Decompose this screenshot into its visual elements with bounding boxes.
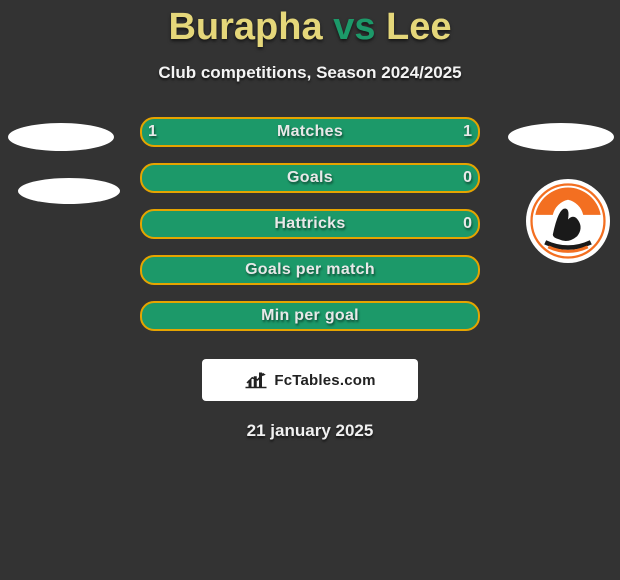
player2-name: Lee (386, 6, 451, 48)
brand-text: FcTables.com (274, 372, 375, 389)
stat-label: Hattricks (274, 215, 345, 233)
stat-bar: Hattricks (140, 209, 480, 239)
stat-label: Matches (277, 123, 343, 141)
stat-bar: Min per goal (140, 301, 480, 331)
stat-bar: Goals (140, 163, 480, 193)
stat-row: Matches 1 1 (0, 117, 620, 163)
brand-card[interactable]: FcTables.com (202, 359, 418, 401)
page-title: Burapha vs Lee (0, 0, 620, 49)
stat-label: Min per goal (261, 307, 359, 325)
stat-bar: Matches (140, 117, 480, 147)
player1-name: Burapha (168, 6, 322, 48)
chart-icon (244, 370, 268, 390)
stat-row: Goals per match (0, 255, 620, 301)
stat-bar: Goals per match (140, 255, 480, 285)
date-text: 21 january 2025 (0, 421, 620, 441)
stat-value-right: 1 (463, 117, 472, 147)
stat-row: Hattricks 0 (0, 209, 620, 255)
vs-label: vs (333, 6, 375, 48)
subtitle: Club competitions, Season 2024/2025 (0, 63, 620, 83)
stat-value-right: 0 (463, 163, 472, 193)
stat-label: Goals (287, 169, 333, 187)
stats-container: Matches 1 1 Goals 0 Hattricks 0 Goals per match… (0, 117, 620, 347)
stat-row: Goals 0 (0, 163, 620, 209)
stat-label: Goals per match (245, 261, 375, 279)
stat-value-left: 1 (148, 117, 157, 147)
stat-value-right: 0 (463, 209, 472, 239)
stat-row: Min per goal (0, 301, 620, 347)
